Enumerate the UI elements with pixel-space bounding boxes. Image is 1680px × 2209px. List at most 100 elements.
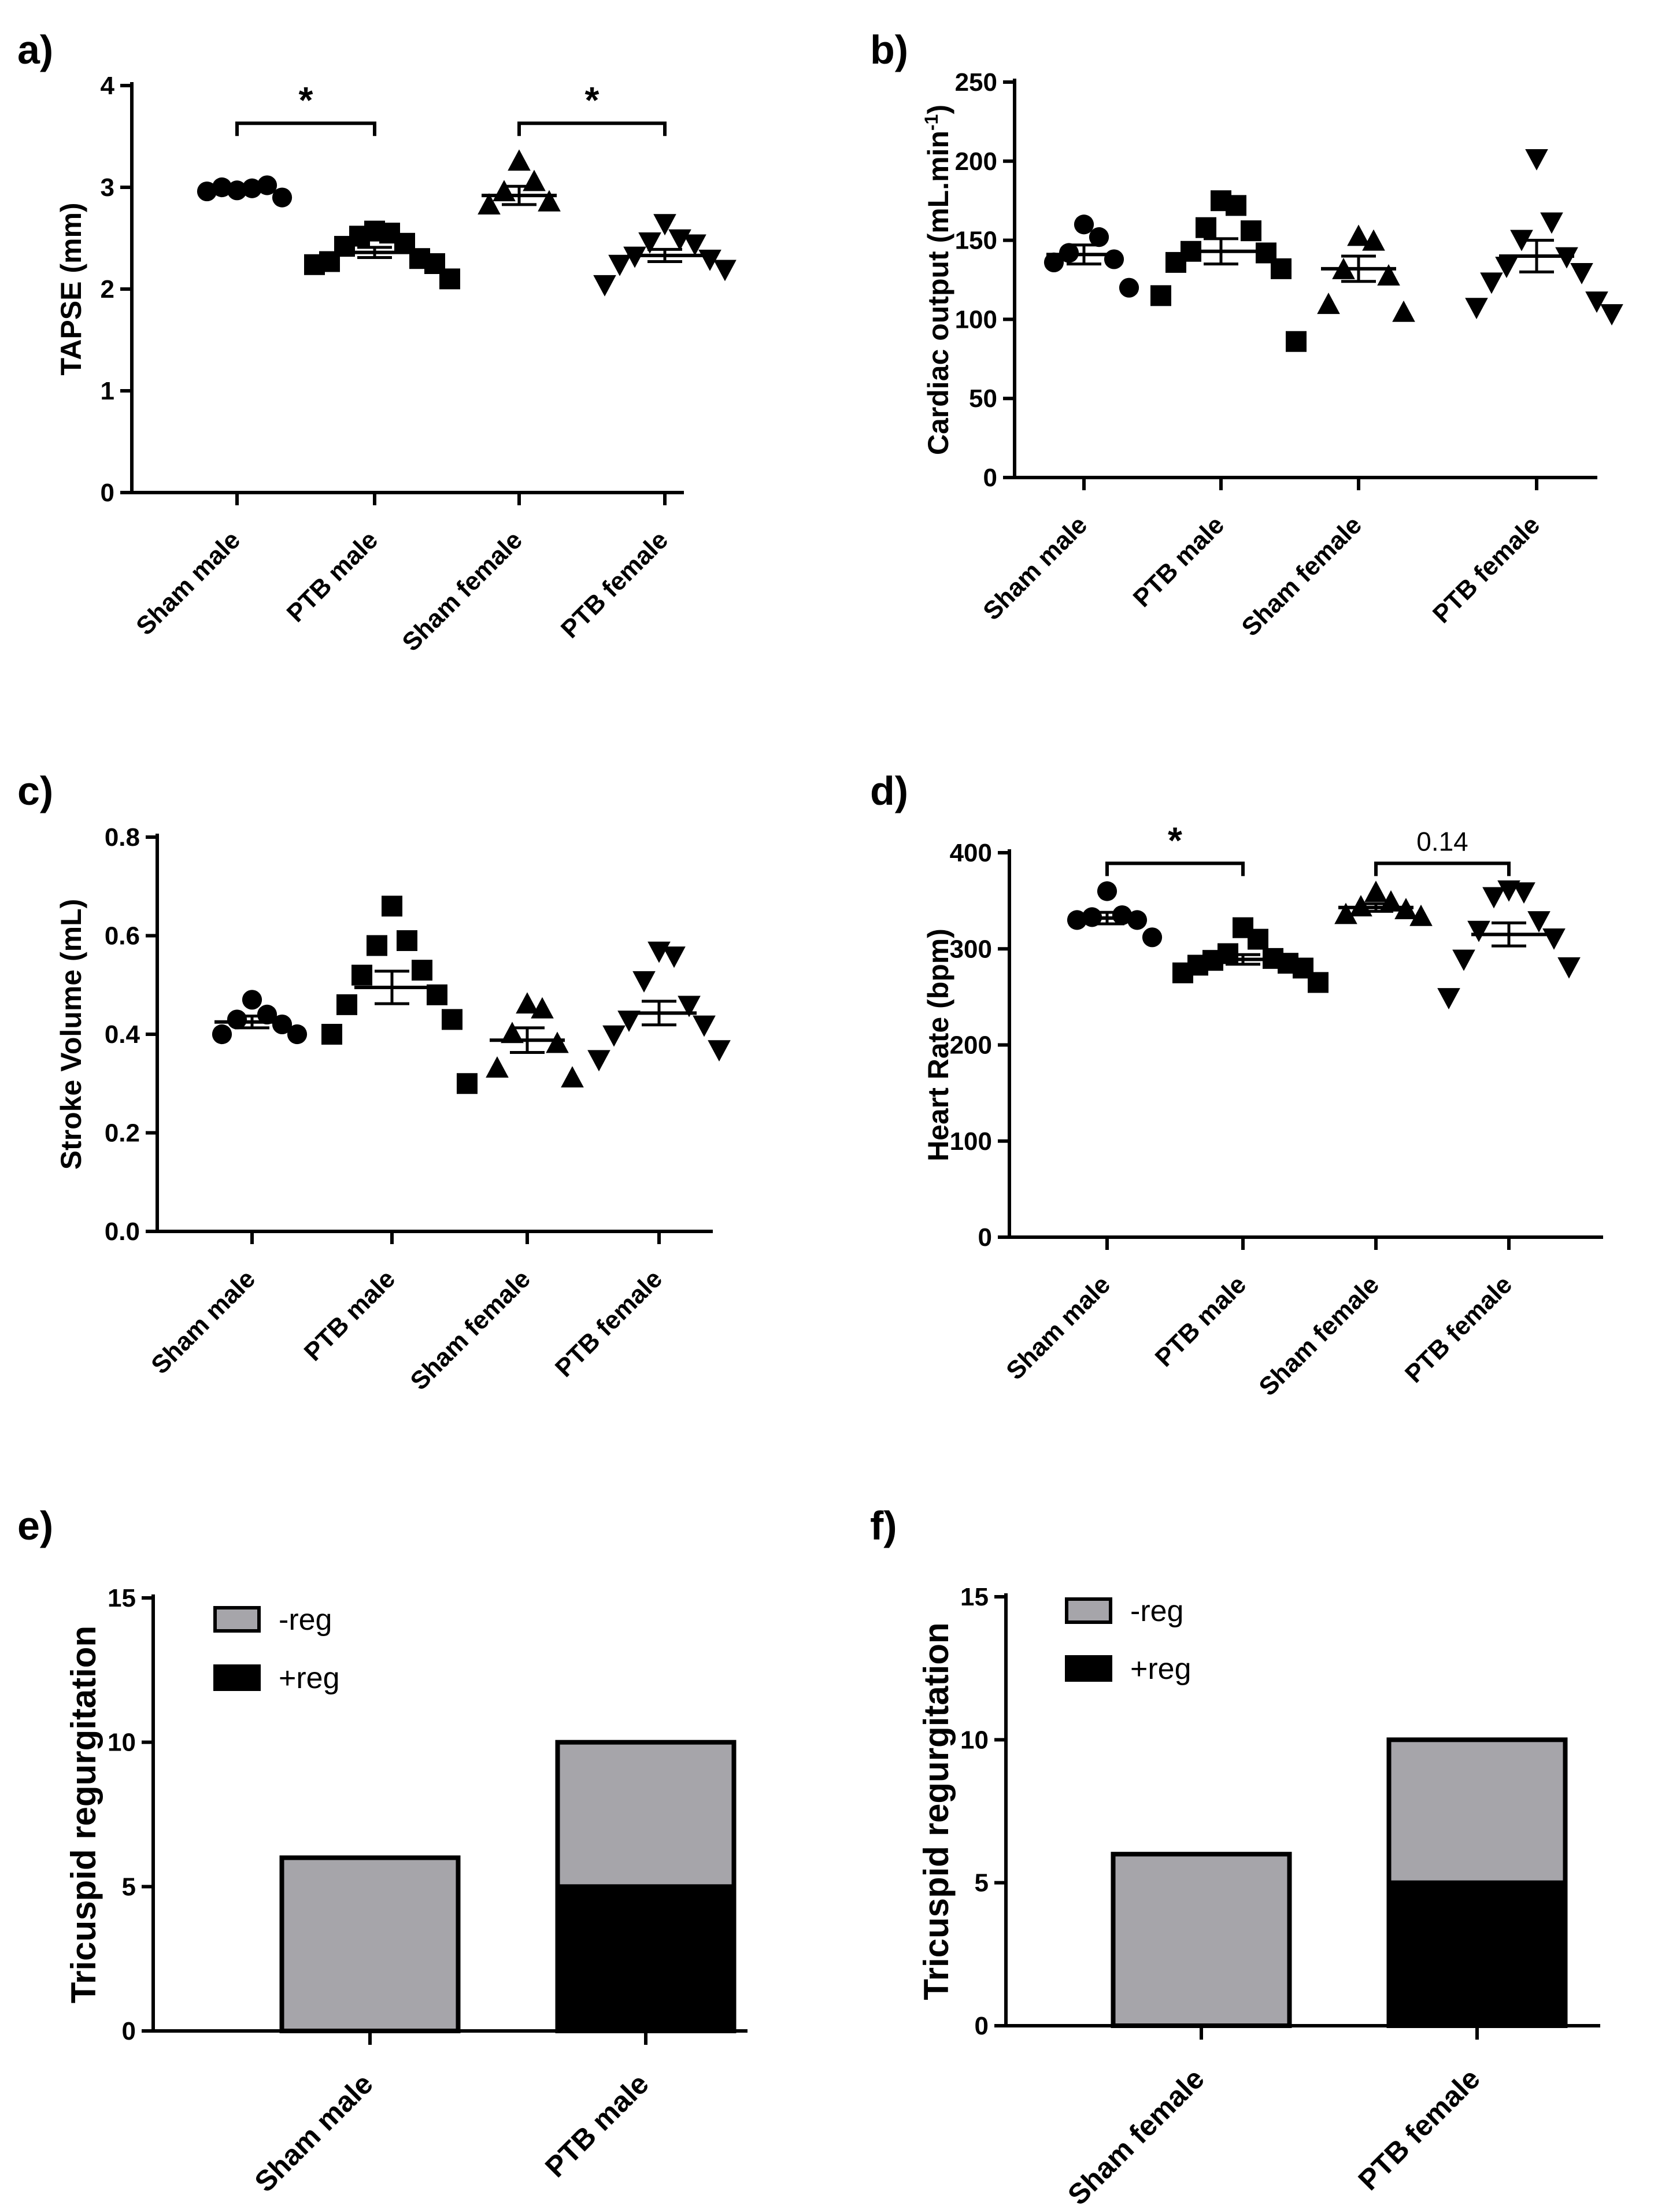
data-point — [663, 946, 686, 968]
data-point — [1043, 252, 1064, 273]
data-point — [698, 249, 721, 271]
data-point — [197, 181, 217, 202]
significance-label: * — [1168, 819, 1182, 861]
legend-label: +reg — [1130, 1652, 1191, 1686]
y-tick-label: 150 — [955, 227, 997, 255]
y-tick-label: 0.6 — [105, 922, 140, 950]
data-point — [1127, 910, 1148, 930]
x-tick-label: Sham male — [1001, 1270, 1116, 1385]
data-point — [708, 1040, 731, 1062]
data-point — [1089, 227, 1109, 247]
y-tick-label: 200 — [950, 1031, 992, 1060]
data-point — [1067, 910, 1087, 930]
y-tick-label: 0.8 — [105, 823, 140, 852]
data-point — [1542, 928, 1566, 950]
data-point — [1317, 293, 1340, 314]
y-axis-title: Heart Rate (bpm) — [922, 928, 954, 1161]
data-point — [1465, 298, 1488, 320]
data-point — [1226, 195, 1246, 216]
data-point — [1165, 251, 1186, 273]
data-point — [617, 1011, 641, 1033]
y-tick-label: 15 — [960, 1583, 989, 1611]
data-point — [427, 984, 447, 1005]
data-point — [367, 935, 387, 956]
data-point — [442, 1009, 462, 1030]
data-point — [1409, 904, 1433, 926]
y-tick-label: 0 — [101, 479, 114, 507]
data-point — [1527, 911, 1551, 933]
data-point — [1362, 229, 1385, 251]
data-point — [351, 964, 372, 986]
bar-plus-reg — [555, 1884, 737, 2033]
x-tick-label: PTB male — [1128, 510, 1230, 612]
x-tick-label: Sham female — [1253, 1270, 1385, 1401]
y-tick-label: 300 — [950, 935, 992, 963]
data-point — [593, 275, 616, 297]
panel-d: d) 0 100 200 300 400 Heart Rate (bpm) Sham male… — [870, 768, 1603, 1401]
data-point — [561, 1066, 584, 1088]
significance-bracket — [235, 121, 376, 136]
data-point — [1600, 304, 1623, 326]
data-point — [602, 1025, 626, 1047]
panel-label: c) — [17, 768, 53, 813]
legend-swatch — [213, 1664, 261, 1691]
y-tick-label: 10 — [960, 1726, 989, 1754]
data-point — [1482, 887, 1505, 909]
significance-bracket — [517, 121, 667, 136]
legend-swatch — [1065, 1655, 1112, 1682]
x-tick-label: PTB male — [299, 1264, 401, 1366]
panel-label: f) — [870, 1503, 897, 1548]
y-tick-label: 100 — [950, 1127, 992, 1156]
data-point — [272, 1014, 293, 1035]
data-point — [287, 1024, 308, 1045]
significance-bracket — [1374, 861, 1511, 876]
data-point — [1104, 249, 1124, 269]
data-point — [531, 997, 554, 1019]
x-tick-label: Sham female — [1061, 2062, 1211, 2209]
data-point — [257, 1004, 277, 1024]
bar-minus-reg — [555, 1740, 737, 1889]
data-point — [412, 960, 432, 981]
y-tick-label: 0.0 — [105, 1218, 140, 1246]
y-tick-label: 400 — [950, 839, 992, 867]
significance-bracket — [1105, 861, 1245, 876]
data-point — [683, 234, 706, 256]
panel-label: b) — [870, 27, 908, 72]
x-tick-label: PTB male — [1150, 1270, 1252, 1372]
data-point — [1467, 920, 1490, 942]
x-tick-label: Sham male — [146, 1264, 261, 1379]
y-tick-label: 4 — [101, 72, 115, 100]
legend-label: -reg — [1130, 1594, 1183, 1628]
x-tick-label: PTB female — [1400, 1270, 1518, 1388]
data-point — [486, 1056, 509, 1078]
data-point — [1241, 220, 1261, 242]
data-point — [523, 169, 546, 191]
data-point — [653, 214, 676, 236]
y-axis-title: Cardiac output (mL.min-1) — [921, 105, 954, 455]
data-point — [457, 1073, 478, 1094]
x-tick-label: Sham male — [248, 2067, 379, 2198]
y-tick-label: 0 — [122, 2017, 136, 2045]
y-tick-label: 5 — [122, 1873, 136, 1901]
data-point — [1112, 905, 1133, 926]
y-tick-label: 200 — [955, 147, 997, 176]
data-point — [1248, 928, 1268, 950]
x-tick-label: Sham male — [978, 510, 1093, 626]
data-point — [1196, 217, 1216, 238]
y-axis-title: Stroke Volume (mL) — [55, 899, 87, 1170]
significance-label: * — [585, 79, 600, 121]
panel-label: a) — [17, 27, 53, 72]
legend-label: +reg — [279, 1662, 340, 1695]
data-point — [397, 930, 417, 952]
y-tick-label: 50 — [969, 384, 997, 413]
data-point — [501, 1022, 524, 1044]
data-point — [1555, 247, 1578, 269]
data-point — [336, 994, 357, 1015]
data-point — [638, 232, 661, 254]
y-tick-label: 2 — [101, 275, 114, 304]
data-point — [678, 996, 701, 1017]
x-tick-label: PTB male — [539, 2067, 655, 2184]
y-tick-label: 0 — [983, 464, 997, 492]
